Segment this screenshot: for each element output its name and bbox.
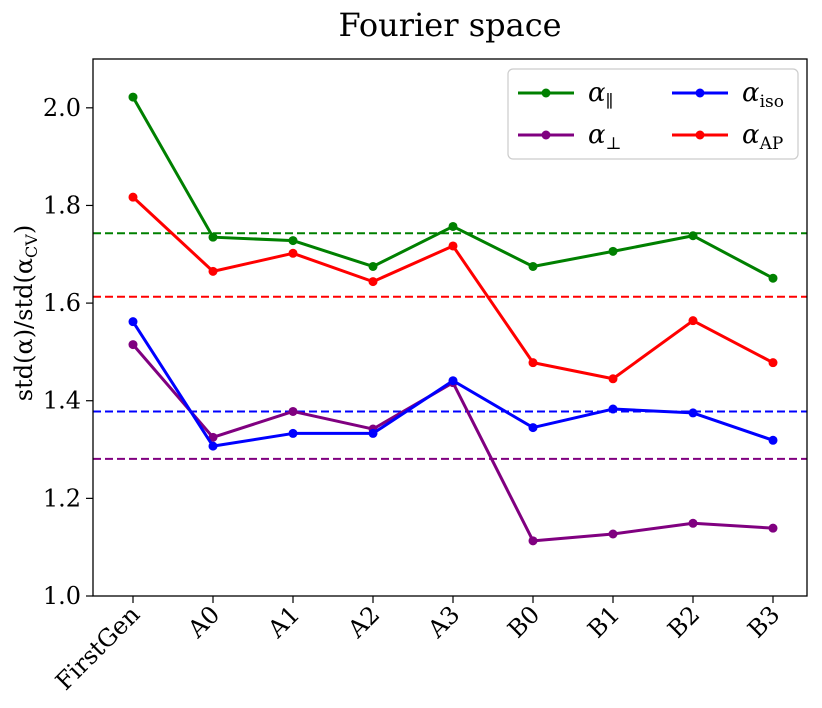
data-point <box>768 358 778 368</box>
data-point <box>128 92 138 102</box>
data-point <box>448 376 458 386</box>
data-point <box>288 428 298 438</box>
data-point <box>368 277 378 287</box>
data-point <box>608 246 618 256</box>
series-lines <box>128 92 778 546</box>
data-point <box>688 231 698 241</box>
data-point <box>768 523 778 533</box>
data-point <box>368 428 378 438</box>
legend-marker-0 <box>541 88 551 98</box>
data-point <box>128 317 138 327</box>
legend-subscript: ⊥ <box>606 134 622 154</box>
data-point <box>528 536 538 546</box>
data-point <box>448 221 458 231</box>
x-tick-label: B3 <box>742 600 785 643</box>
legend-marker-2 <box>695 88 705 98</box>
legend-label-0: α∥ <box>588 78 613 112</box>
legend-symbol: α <box>742 78 760 108</box>
legend-marker-1 <box>541 130 551 140</box>
data-point <box>128 340 138 350</box>
y-ticks: 1.0 1.2 1.4 1.6 1.8 2.0 <box>43 94 93 610</box>
data-point <box>208 441 218 451</box>
plot-frame <box>92 58 808 597</box>
data-point <box>688 518 698 528</box>
data-point <box>288 236 298 246</box>
x-tick-label: FirstGen <box>50 600 145 695</box>
data-point <box>608 374 618 384</box>
y-tick-label: 1.8 <box>43 191 81 219</box>
y-tick-label: 1.4 <box>43 387 81 415</box>
legend-label-2: αiso <box>742 78 784 112</box>
legend-symbol: α <box>588 120 606 150</box>
x-tick-label: A1 <box>262 600 306 644</box>
legend-label-1: α⊥ <box>588 120 622 154</box>
y-axis-label: std(α)/std(αCV) <box>10 225 41 401</box>
legend-subscript: AP <box>759 134 784 154</box>
y-axis-label-sub: CV <box>22 234 41 258</box>
y-tick-label: 1.6 <box>43 289 81 317</box>
x-tick-label: A0 <box>182 600 226 644</box>
legend-marker-3 <box>695 130 705 140</box>
data-point <box>128 192 138 202</box>
data-point <box>528 358 538 368</box>
legend-label-3: αAP <box>742 120 783 154</box>
y-axis-label-pre: std(α)/std(α <box>10 258 38 401</box>
data-point <box>688 408 698 418</box>
y-axis-label-post: ) <box>10 225 38 234</box>
data-point <box>768 273 778 283</box>
legend-subscript: ∥ <box>606 92 614 112</box>
data-point <box>528 261 538 271</box>
data-point <box>608 529 618 539</box>
legend-subscript: iso <box>760 92 784 112</box>
data-point <box>608 404 618 414</box>
data-point <box>448 241 458 251</box>
x-tick-label: B2 <box>662 600 705 643</box>
x-tick-label: A2 <box>342 600 386 644</box>
data-point <box>208 266 218 276</box>
data-point <box>528 423 538 433</box>
y-tick-label: 1.0 <box>43 582 81 610</box>
data-point <box>208 432 218 442</box>
x-tick-label: A3 <box>422 600 466 644</box>
data-point <box>288 406 298 416</box>
data-point <box>208 232 218 242</box>
legend-symbol: α <box>742 120 760 150</box>
data-point <box>688 316 698 326</box>
data-point <box>288 248 298 258</box>
x-tick-label: B1 <box>582 600 625 643</box>
x-tick-label: B0 <box>502 600 545 643</box>
y-tick-label: 1.2 <box>43 484 81 512</box>
data-point <box>768 435 778 445</box>
y-tick-label: 2.0 <box>43 94 81 122</box>
data-point <box>368 261 378 271</box>
chart-title: Fourier space <box>338 6 561 44</box>
x-ticks: FirstGen A0 A1 A2 A3 B0 B1 B2 B3 <box>50 596 785 696</box>
legend-symbol: α <box>588 78 606 108</box>
